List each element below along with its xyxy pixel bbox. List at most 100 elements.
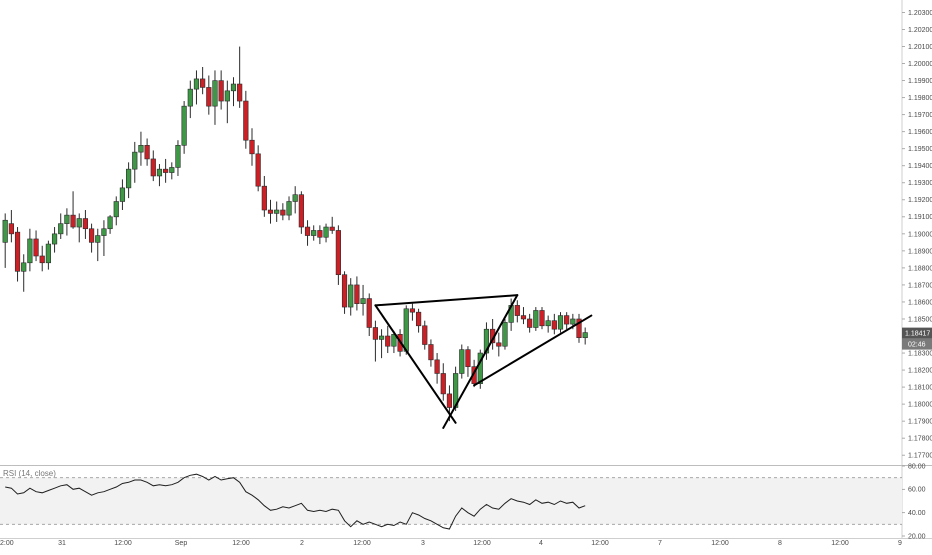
- candle: [459, 344, 465, 379]
- candle-body-up: [107, 216, 113, 230]
- candle-body-up: [138, 145, 144, 153]
- candle-body-up: [95, 235, 101, 243]
- candle-body-down: [446, 393, 453, 408]
- countdown-value: 02:46: [908, 342, 926, 349]
- price-tick-label: 1.19200: [908, 197, 932, 204]
- candle-body-down: [372, 327, 379, 340]
- time-tick-label: 12:00: [353, 540, 371, 547]
- candle-body-down: [8, 223, 14, 235]
- candle-body-down: [317, 230, 323, 238]
- candle-body-up: [311, 230, 317, 236]
- candle-body-up: [545, 320, 551, 327]
- trendline[interactable]: [374, 294, 519, 307]
- candle: [440, 363, 446, 401]
- price-tick-label: 1.19500: [908, 146, 932, 153]
- candle: [181, 101, 187, 154]
- candle-body-down: [39, 255, 45, 264]
- candle: [385, 325, 391, 354]
- candle-body-up: [119, 187, 126, 202]
- candle-body-up: [156, 168, 163, 177]
- candle-body-up: [101, 228, 107, 236]
- price-tick-label: 1.18100: [908, 384, 932, 391]
- candle: [329, 216, 335, 234]
- candle-body-down: [249, 139, 255, 155]
- candle: [206, 75, 212, 115]
- candle-body-down: [422, 325, 428, 345]
- candle-body-up: [378, 335, 385, 340]
- candle-body-up: [64, 214, 70, 224]
- candle: [70, 191, 76, 229]
- candle: [490, 318, 496, 350]
- candle: [8, 210, 14, 243]
- price-axis: 1.20300 1.20200 1.20100 1.20000 1.19900 1.198…: [902, 10, 932, 460]
- candle-body-up: [348, 284, 354, 308]
- candle: [496, 332, 502, 357]
- candle-body-down: [539, 310, 545, 327]
- candle: [360, 284, 366, 316]
- candle-body-down: [255, 153, 261, 187]
- candle: [76, 213, 82, 243]
- price-tick-label: 1.19400: [908, 163, 932, 170]
- time-tick-label: 3: [421, 540, 425, 547]
- candle-body-down: [428, 344, 434, 361]
- price-tick-label: 1.18000: [908, 402, 932, 409]
- candle-body-up: [132, 151, 138, 170]
- candle-body-up: [187, 88, 193, 107]
- candle-body-down: [88, 228, 95, 243]
- candle: [230, 77, 237, 107]
- rsi-band: [0, 477, 902, 525]
- candle-body-down: [465, 349, 471, 367]
- candle: [169, 162, 175, 180]
- candle-body-down: [329, 226, 335, 231]
- candle-body-down: [527, 318, 533, 328]
- candle: [243, 90, 249, 149]
- candle: [564, 312, 570, 330]
- candle: [249, 128, 255, 166]
- candle-body-down: [564, 315, 570, 325]
- candle: [465, 346, 471, 377]
- candle: [514, 300, 520, 323]
- candle-body-down: [14, 231, 21, 272]
- current-price-tag: [902, 327, 932, 339]
- candle-body-up: [51, 233, 58, 245]
- candle-body-up: [502, 322, 508, 347]
- candle-body-up: [45, 243, 51, 264]
- rsi-line: [5, 473, 586, 530]
- candle: [551, 313, 557, 335]
- trendline[interactable]: [374, 304, 457, 424]
- candle-body-down: [354, 284, 360, 304]
- candle-body-up: [21, 262, 27, 272]
- rsi-tick-label: 20.00: [908, 533, 926, 540]
- price-tick-label: 1.17700: [908, 453, 932, 460]
- candle: [545, 315, 551, 333]
- candle: [502, 318, 508, 350]
- price-tick-label: 1.18800: [908, 265, 932, 272]
- current-price-value: 1.18417: [905, 331, 930, 338]
- candle-body-down: [243, 100, 249, 141]
- trendline[interactable]: [442, 294, 519, 429]
- candle: [409, 303, 416, 321]
- candle: [39, 245, 45, 272]
- rsi-tick-label: 40.00: [908, 510, 926, 517]
- candle: [193, 70, 200, 105]
- candle: [527, 313, 533, 333]
- candle: [119, 179, 126, 211]
- candle-body-down: [514, 305, 520, 316]
- candle: [187, 80, 193, 119]
- trendline[interactable]: [473, 314, 593, 387]
- candle-body-up: [212, 80, 218, 107]
- candle-body-down: [70, 214, 76, 228]
- price-tick-label: 1.20100: [908, 44, 932, 51]
- candle-body-up: [274, 209, 280, 214]
- candle: [175, 140, 181, 176]
- candle: [434, 353, 440, 384]
- pane-background: [0, 0, 932, 539]
- time-tick-label: 12:00: [114, 540, 132, 547]
- candle-body-up: [323, 226, 329, 238]
- candle-body-down: [440, 373, 446, 395]
- candle: [280, 203, 286, 221]
- candle: [292, 186, 298, 214]
- time-tick-label: 2: [300, 540, 304, 547]
- candle-body-up: [27, 238, 33, 264]
